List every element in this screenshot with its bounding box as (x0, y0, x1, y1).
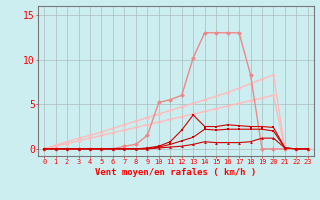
X-axis label: Vent moyen/en rafales ( km/h ): Vent moyen/en rafales ( km/h ) (95, 168, 257, 177)
